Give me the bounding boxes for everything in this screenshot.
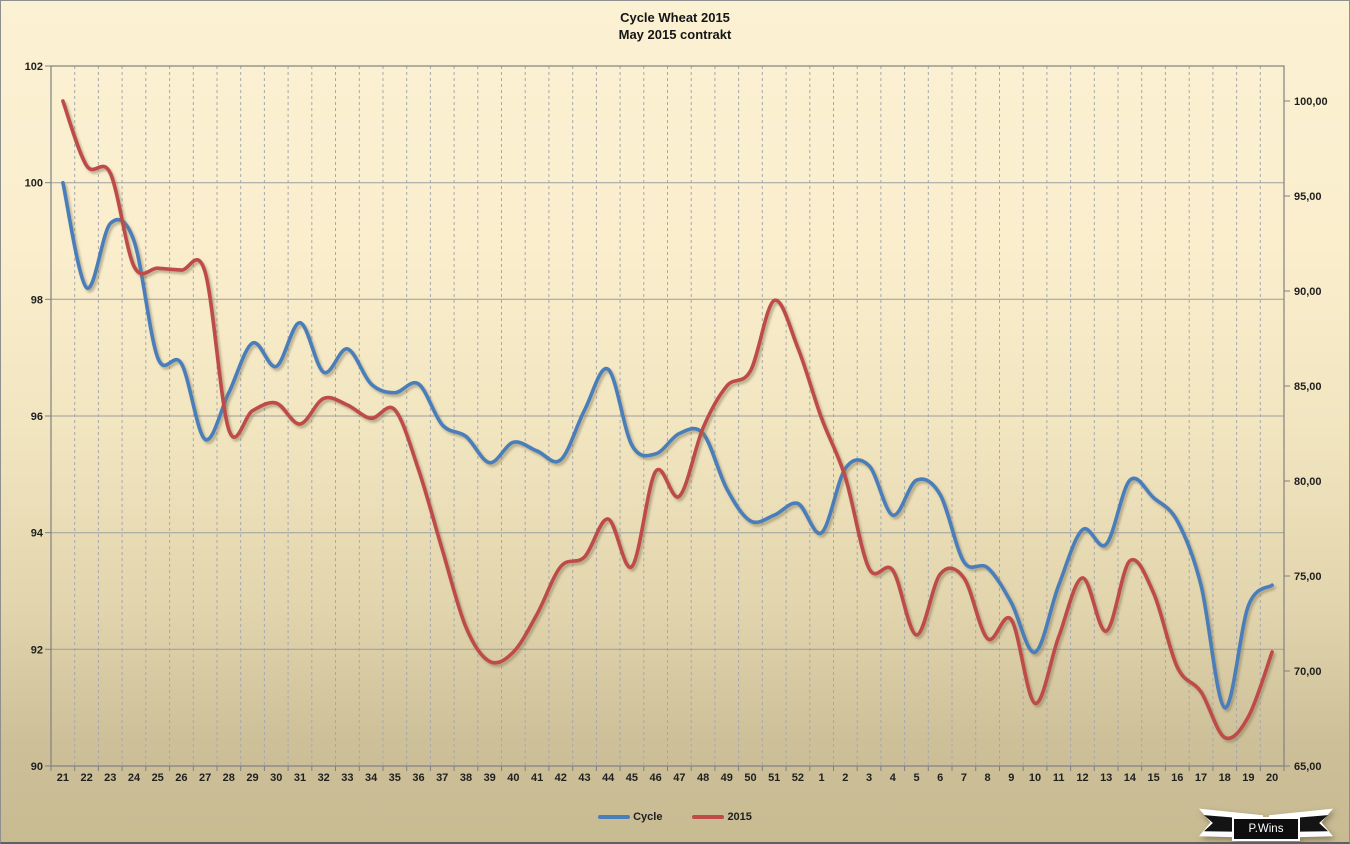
- x-axis-tick-label: 47: [673, 772, 685, 784]
- x-axis-tick-label: 2: [842, 772, 848, 784]
- left-axis-tick-label: 96: [31, 411, 43, 423]
- pwins-label: P.Wins: [1232, 817, 1300, 841]
- x-axis-tick-label: 22: [80, 772, 92, 784]
- x-axis-tick-label: 42: [555, 772, 567, 784]
- legend-label-cycle: Cycle: [633, 811, 663, 823]
- x-axis-tick-label: 17: [1195, 772, 1207, 784]
- chart-title: Cycle Wheat 2015 May 2015 contrakt: [1, 9, 1349, 43]
- series-line-cycle: [61, 180, 1274, 710]
- x-axis-tick-label: 4: [890, 772, 897, 784]
- x-axis-tick-label: 10: [1029, 772, 1041, 784]
- x-axis-tick-label: 39: [484, 772, 496, 784]
- x-axis-tick-label: 44: [602, 772, 615, 784]
- x-axis-tick-label: 18: [1219, 772, 1231, 784]
- x-axis-tick-label: 35: [389, 772, 401, 784]
- x-axis-tick-label: 8: [985, 772, 991, 784]
- x-axis-tick-label: 16: [1171, 772, 1183, 784]
- x-axis-tick-label: 19: [1242, 772, 1254, 784]
- left-axis-tick-label: 100: [25, 178, 43, 190]
- legend-label-2015: 2015: [727, 811, 752, 823]
- x-axis-tick-label: 1: [819, 772, 825, 784]
- right-axis-tick-label: 90,00: [1294, 286, 1322, 298]
- chart-title-line1: Cycle Wheat 2015: [620, 10, 730, 25]
- x-axis-tick-label: 24: [128, 772, 141, 784]
- x-axis-tick-label: 40: [507, 772, 519, 784]
- right-axis-tick-label: 75,00: [1294, 571, 1322, 583]
- right-axis-tick-label: 85,00: [1294, 381, 1322, 393]
- x-axis-tick-label: 33: [341, 772, 353, 784]
- right-axis-tick-label: 70,00: [1294, 666, 1322, 678]
- x-axis-tick-label: 3: [866, 772, 872, 784]
- x-axis-tick-label: 49: [721, 772, 733, 784]
- left-axis-tick-label: 92: [31, 644, 43, 656]
- legend-line-sample-2015: [692, 815, 725, 819]
- legend-item-2015: 2015: [692, 811, 752, 823]
- x-axis-tick-label: 29: [246, 772, 258, 784]
- x-axis-tick-label: 37: [436, 772, 448, 784]
- x-axis-tick-label: 28: [223, 772, 235, 784]
- x-axis-tick-label: 23: [104, 772, 116, 784]
- left-axis-tick-label: 94: [31, 528, 44, 540]
- pwins-logo: P.Wins: [1199, 806, 1333, 842]
- x-axis-tick-label: 14: [1124, 772, 1137, 784]
- x-axis-tick-label: 51: [768, 772, 780, 784]
- x-axis-tick-label: 45: [626, 772, 638, 784]
- x-axis-tick-label: 11: [1053, 772, 1065, 784]
- right-axis-tick-label: 80,00: [1294, 476, 1322, 488]
- legend-line-sample-cycle: [598, 815, 631, 819]
- x-axis-tick-label: 36: [412, 772, 424, 784]
- left-axis-tick-label: 98: [31, 294, 43, 306]
- series-line-2015: [61, 99, 1274, 741]
- x-axis-tick-label: 7: [961, 772, 967, 784]
- x-axis-tick-label: 48: [697, 772, 709, 784]
- x-axis-tick-label: 13: [1100, 772, 1112, 784]
- x-axis-tick-label: 46: [649, 772, 661, 784]
- x-axis-tick-label: 20: [1266, 772, 1278, 784]
- x-axis-tick-label: 41: [531, 772, 543, 784]
- x-axis-tick-label: 9: [1008, 772, 1014, 784]
- x-axis-tick-label: 34: [365, 772, 378, 784]
- right-axis-tick-label: 95,00: [1294, 191, 1322, 203]
- x-axis-tick-label: 32: [318, 772, 330, 784]
- x-axis-tick-label: 27: [199, 772, 211, 784]
- legend-item-cycle: Cycle: [598, 811, 662, 823]
- x-axis-tick-label: 5: [913, 772, 919, 784]
- left-axis-tick-label: 90: [31, 761, 43, 773]
- x-axis-tick-label: 38: [460, 772, 472, 784]
- right-axis-tick-label: 100,00: [1294, 96, 1328, 108]
- right-axis-tick-label: 65,00: [1294, 761, 1322, 773]
- left-axis-tick-label: 102: [25, 61, 43, 73]
- x-axis-tick-label: 50: [744, 772, 756, 784]
- chart-title-line2: May 2015 contrakt: [618, 27, 732, 42]
- x-axis-tick-label: 15: [1147, 772, 1159, 784]
- x-axis-tick-label: 30: [270, 772, 282, 784]
- x-axis-tick-label: 25: [152, 772, 164, 784]
- x-axis-tick-label: 26: [175, 772, 187, 784]
- x-axis-tick-label: 52: [792, 772, 804, 784]
- chart-legend: Cycle 2015: [1, 811, 1349, 823]
- x-axis-tick-label: 31: [294, 772, 306, 784]
- x-axis-tick-label: 6: [937, 772, 943, 784]
- x-axis-tick-label: 43: [578, 772, 590, 784]
- x-axis-tick-label: 21: [57, 772, 69, 784]
- x-axis-tick-label: 12: [1076, 772, 1088, 784]
